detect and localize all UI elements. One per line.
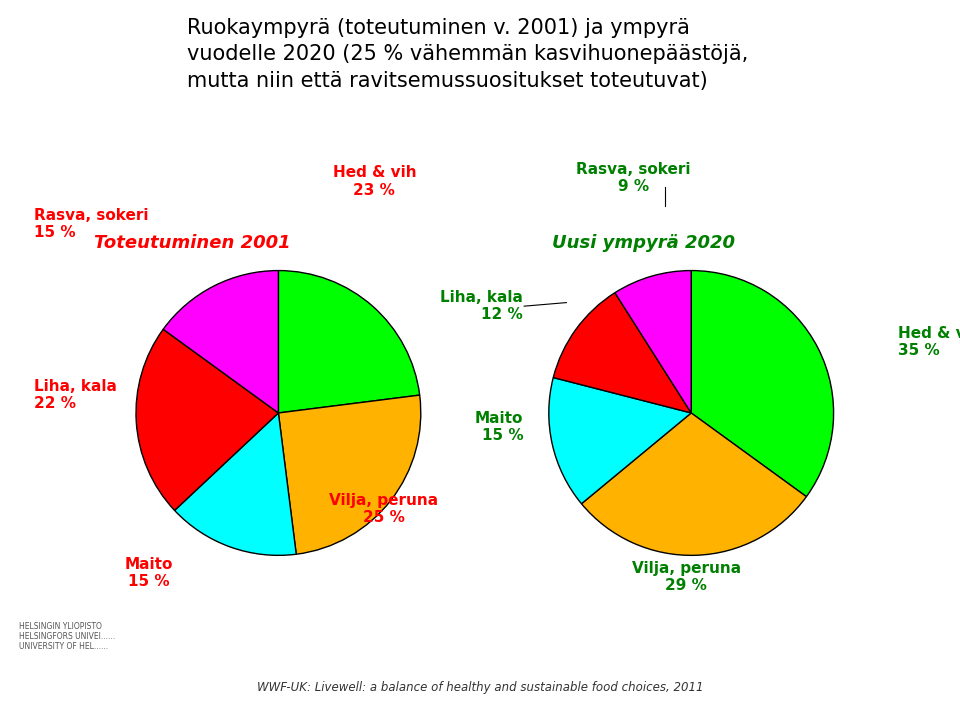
Wedge shape: [163, 271, 278, 413]
Text: Toteutuminen 2001: Toteutuminen 2001: [94, 234, 290, 251]
Wedge shape: [691, 271, 833, 497]
Wedge shape: [278, 395, 420, 554]
Text: HELSINGIN YLIOPISTO
HELSINGFORS UNIVEI......
UNIVERSITY OF HEL......: HELSINGIN YLIOPISTO HELSINGFORS UNIVEI..…: [19, 622, 115, 651]
Text: Maito
15 %: Maito 15 %: [125, 557, 173, 590]
Text: Liha, kala
12 %: Liha, kala 12 %: [441, 290, 523, 323]
Text: Uusi ympyrä 2020: Uusi ympyrä 2020: [552, 234, 734, 251]
Text: Maito
15 %: Maito 15 %: [475, 411, 523, 444]
Text: Rasva, sokeri
15 %: Rasva, sokeri 15 %: [34, 208, 148, 241]
Wedge shape: [175, 413, 297, 555]
Text: Vilja, peruna
25 %: Vilja, peruna 25 %: [329, 493, 439, 525]
Wedge shape: [582, 413, 806, 555]
Text: WWF-UK: Livewell: a balance of healthy and sustainable food choices, 2011: WWF-UK: Livewell: a balance of healthy a…: [256, 681, 704, 694]
Text: Vilja, peruna
29 %: Vilja, peruna 29 %: [632, 560, 741, 593]
Wedge shape: [615, 271, 691, 413]
Text: Ruokaympyrä (toteutuminen v. 2001) ja ympyrä
vuodelle 2020 (25 % vähemmän kasvih: Ruokaympyrä (toteutuminen v. 2001) ja ym…: [187, 18, 749, 90]
Wedge shape: [278, 271, 420, 413]
Wedge shape: [136, 329, 278, 511]
Text: Rasva, sokeri
9 %: Rasva, sokeri 9 %: [576, 162, 691, 194]
Text: Hed & vih
23 %: Hed & vih 23 %: [332, 165, 417, 198]
Wedge shape: [549, 377, 691, 503]
Text: Liha, kala
22 %: Liha, kala 22 %: [34, 379, 116, 412]
Wedge shape: [553, 293, 691, 413]
Text: Hed & vih
35 %: Hed & vih 35 %: [898, 325, 960, 358]
